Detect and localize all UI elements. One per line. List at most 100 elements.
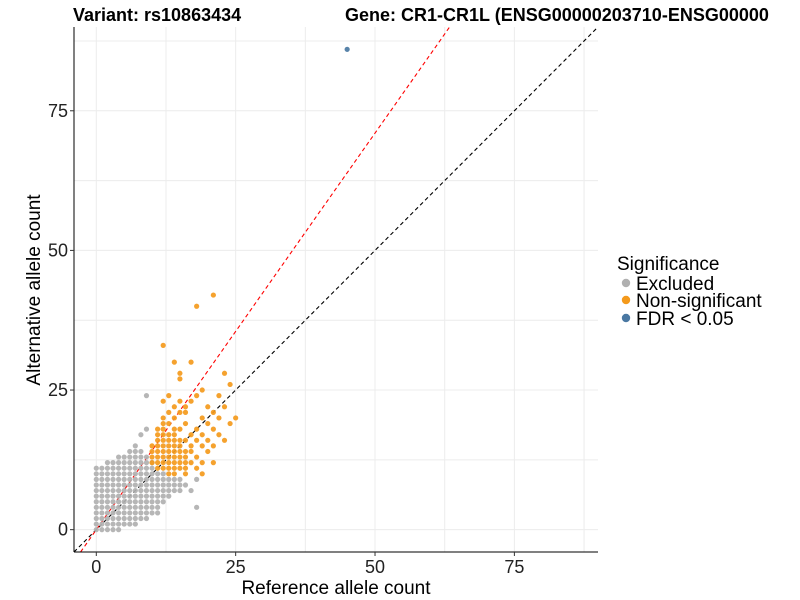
data-point-non-significant — [182, 471, 189, 477]
data-point-excluded — [143, 393, 150, 399]
data-point-excluded — [138, 432, 144, 438]
data-point-excluded — [177, 482, 183, 488]
data-point-non-significant — [205, 404, 211, 410]
data-point-non-significant — [166, 443, 172, 449]
data-point-excluded — [121, 482, 127, 488]
data-point-non-significant — [160, 420, 166, 427]
data-point-excluded — [155, 504, 161, 510]
data-point-non-significant — [155, 465, 161, 471]
data-point-excluded — [99, 476, 105, 482]
data-point-excluded — [104, 482, 111, 488]
legend-label-fdr: FDR < 0.05 — [636, 309, 734, 330]
data-point-non-significant — [149, 443, 155, 449]
data-point-excluded — [143, 504, 150, 510]
data-point-excluded — [132, 504, 138, 510]
data-point-non-significant — [182, 409, 189, 415]
data-point-non-significant — [166, 454, 172, 460]
data-point-non-significant — [210, 409, 216, 415]
data-point-non-significant — [216, 432, 222, 438]
data-point-excluded — [149, 465, 155, 471]
data-point-excluded — [93, 482, 99, 488]
data-point-excluded — [127, 460, 133, 466]
data-point-non-significant — [199, 415, 205, 421]
data-point-non-significant — [171, 460, 177, 466]
data-point-excluded — [115, 521, 122, 527]
data-point-excluded — [127, 499, 133, 505]
data-point-excluded — [121, 487, 127, 494]
data-point-excluded — [194, 504, 200, 510]
data-point-non-significant — [182, 404, 189, 410]
data-point-non-significant — [188, 432, 194, 438]
data-point-non-significant — [166, 420, 172, 427]
data-point-excluded — [104, 499, 111, 505]
data-point-non-significant — [205, 448, 211, 455]
data-point-fdr-0-05 — [344, 46, 350, 52]
legend-label-excluded: Excluded — [636, 274, 714, 295]
data-point-excluded — [104, 460, 111, 466]
data-point-excluded — [99, 499, 105, 505]
data-point-excluded — [104, 521, 111, 527]
data-point-excluded — [104, 527, 111, 533]
data-point-excluded — [99, 482, 105, 488]
data-point-non-significant — [221, 437, 228, 443]
data-point-excluded — [138, 510, 144, 516]
data-point-excluded — [93, 499, 99, 505]
data-point-excluded — [121, 521, 127, 527]
data-point-excluded — [127, 454, 133, 460]
data-point-non-significant — [194, 437, 200, 443]
data-point-non-significant — [188, 359, 194, 365]
data-point-non-significant — [171, 359, 177, 365]
data-point-non-significant — [160, 465, 166, 471]
data-point-excluded — [143, 476, 150, 482]
data-point-non-significant — [194, 393, 200, 399]
data-point-excluded — [160, 476, 166, 482]
data-point-excluded — [143, 471, 150, 477]
data-point-non-significant — [177, 460, 183, 466]
data-point-non-significant — [155, 443, 161, 449]
legend-swatch-non-significant — [621, 295, 631, 305]
data-point-non-significant — [182, 454, 189, 460]
data-point-non-significant — [182, 465, 189, 471]
data-point-excluded — [93, 515, 99, 522]
data-point-excluded — [93, 476, 99, 482]
y-tick-label: 75 — [48, 101, 68, 121]
data-point-excluded — [149, 493, 155, 499]
data-point-excluded — [99, 527, 105, 533]
data-point-excluded — [138, 454, 144, 460]
data-point-excluded — [143, 426, 150, 432]
data-point-excluded — [132, 454, 138, 460]
data-point-excluded — [104, 510, 111, 516]
legend-title: Significance — [617, 254, 719, 275]
data-point-excluded — [121, 471, 127, 477]
data-point-excluded — [115, 465, 122, 471]
data-point-excluded — [171, 482, 177, 488]
data-point-excluded — [121, 504, 127, 510]
data-point-excluded — [138, 476, 144, 482]
data-point-excluded — [149, 476, 155, 482]
data-point-excluded — [127, 487, 133, 494]
data-point-non-significant — [177, 437, 183, 443]
data-point-excluded — [127, 465, 133, 471]
data-point-non-significant — [171, 415, 177, 421]
data-point-excluded — [104, 515, 111, 522]
data-point-non-significant — [227, 420, 233, 427]
data-point-non-significant — [210, 426, 216, 432]
data-point-excluded — [127, 515, 133, 522]
reference-line-black-dashed — [73, 26, 599, 553]
data-point-excluded — [132, 471, 138, 477]
data-point-excluded — [93, 527, 99, 533]
data-point-non-significant — [160, 432, 166, 438]
data-point-excluded — [143, 510, 150, 516]
data-point-excluded — [104, 493, 111, 499]
data-point-excluded — [93, 521, 99, 527]
data-point-non-significant — [188, 443, 194, 449]
data-point-excluded — [155, 499, 161, 505]
data-point-excluded — [110, 460, 116, 466]
data-point-non-significant — [155, 454, 161, 460]
data-point-excluded — [132, 515, 138, 522]
data-point-excluded — [138, 471, 144, 477]
data-point-excluded — [115, 515, 122, 522]
data-point-excluded — [110, 527, 116, 533]
data-point-non-significant — [155, 460, 161, 466]
data-point-non-significant — [216, 393, 222, 399]
